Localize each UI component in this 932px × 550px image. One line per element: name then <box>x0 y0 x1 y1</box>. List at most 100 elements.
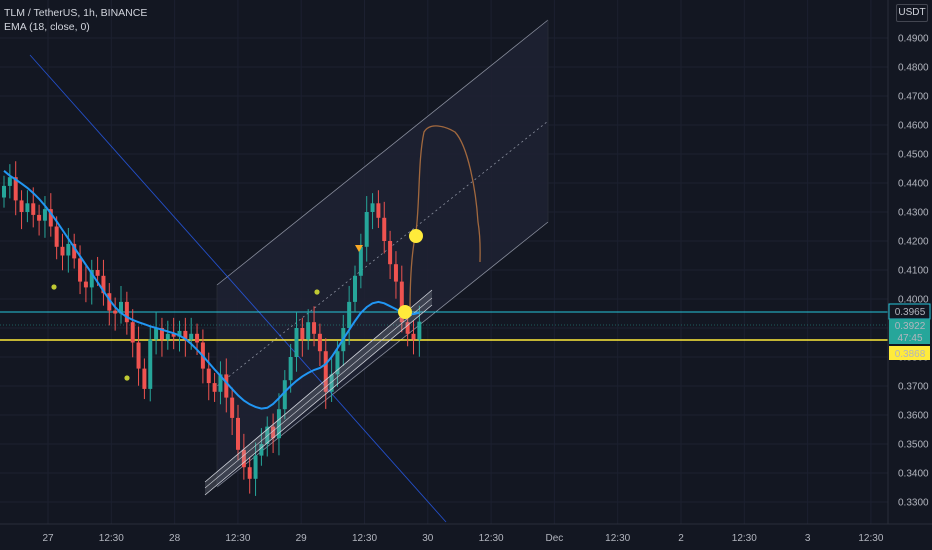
time-tick-label: 12:30 <box>99 533 124 544</box>
candle-body <box>230 397 235 418</box>
down-arrow-marker <box>355 245 363 252</box>
candle-body <box>306 322 311 340</box>
time-axis-panel[interactable] <box>0 524 932 550</box>
channel-upper-line[interactable] <box>216 19 549 286</box>
support-band-bottom <box>204 304 433 496</box>
ema-line[interactable] <box>3 170 420 410</box>
candle-body <box>13 177 18 201</box>
candle-body <box>7 177 12 186</box>
candle-body <box>60 246 65 256</box>
down-trendline[interactable] <box>29 54 447 523</box>
price-badges: 0.3965 0.3922 47:45 0.3868 <box>888 303 931 360</box>
candle-body <box>95 270 100 276</box>
candle-body <box>159 328 164 340</box>
candle-body <box>329 374 334 392</box>
candle-body <box>358 246 363 276</box>
candle-body <box>353 275 357 302</box>
candle-body <box>411 333 416 340</box>
chart-legend: TLM / TetherUS, 1h, BINANCE EMA (18, clo… <box>4 6 147 34</box>
signal-dot <box>51 284 57 290</box>
candle-body <box>417 321 422 340</box>
price-tick-label: 0.4300 <box>898 208 929 219</box>
badge-countdown-text: 47:45 <box>897 333 922 344</box>
candle-body <box>165 333 170 340</box>
candle-body <box>31 203 36 215</box>
candle-body <box>317 333 322 352</box>
price-tick-label: 0.3600 <box>898 411 929 422</box>
candle-body <box>236 417 240 450</box>
candle-body <box>101 275 106 294</box>
candle-body <box>113 310 118 314</box>
candle-body <box>72 243 77 259</box>
time-tick-label: 12:30 <box>858 533 883 544</box>
candle-body <box>393 264 398 282</box>
support-band[interactable] <box>204 289 433 496</box>
candle-body <box>83 281 88 288</box>
indicator-label[interactable]: EMA (18, close, 0) <box>4 21 90 33</box>
badge-lower-level <box>889 346 930 360</box>
time-axis-ticks: 27 12:30 28 12:30 29 12:30 30 12:30 Dec 12:30 2 12:… <box>42 533 883 544</box>
candle-body <box>276 409 281 439</box>
entry-marker-circle[interactable] <box>398 305 412 319</box>
candle-body <box>130 322 135 343</box>
currency-button[interactable]: USDT <box>896 4 928 22</box>
price-axis-panel[interactable] <box>888 0 932 524</box>
candle-body <box>370 203 375 212</box>
badge-upper-level-text: 0.3965 <box>895 307 926 318</box>
candle-body <box>124 301 129 323</box>
time-tick-label: Dec <box>546 533 564 544</box>
badge-last-price <box>889 319 930 344</box>
candle-body <box>364 212 369 247</box>
time-tick-label: 2 <box>678 533 684 544</box>
time-tick-label: 12:30 <box>732 533 757 544</box>
price-tick-label: 0.4900 <box>898 34 929 45</box>
candle-body <box>66 243 71 256</box>
candle-body <box>382 217 387 241</box>
regression-channel[interactable] <box>216 19 549 488</box>
price-tick-label: 0.4800 <box>898 63 929 74</box>
target-marker-circle[interactable] <box>409 229 423 243</box>
badge-last-price-text: 0.3922 <box>895 321 926 332</box>
time-tick-label: 12:30 <box>352 533 377 544</box>
candle-body <box>253 455 258 479</box>
candle-body <box>218 374 223 392</box>
candle-body <box>189 333 194 340</box>
candle-body <box>148 339 153 389</box>
candle-body <box>347 301 352 328</box>
candle-body <box>89 270 94 288</box>
support-band-top <box>204 289 433 483</box>
candle-body <box>206 368 211 384</box>
candle-body <box>19 200 24 212</box>
badge-lower-level-text: 0.3868 <box>895 349 926 360</box>
candle-body <box>25 203 30 212</box>
candle-body <box>241 449 246 468</box>
channel-lower-line[interactable] <box>216 221 549 488</box>
candle-body <box>323 351 328 392</box>
candle-body <box>271 426 276 439</box>
candle-body <box>183 330 188 340</box>
candle-body <box>282 380 287 410</box>
candle-body <box>177 330 182 337</box>
price-tick-label: 0.4100 <box>898 266 929 277</box>
symbol-title[interactable]: TLM / TetherUS, 1h, BINANCE <box>4 7 148 19</box>
candle-body <box>119 301 123 314</box>
time-tick-label: 29 <box>296 533 308 544</box>
channel-mid-line[interactable] <box>216 120 549 387</box>
price-tick-label: 0.4200 <box>898 237 929 248</box>
candle-body <box>78 258 83 282</box>
candle-body <box>195 333 200 343</box>
signal-dot <box>124 375 130 381</box>
candle-body <box>154 328 159 340</box>
price-tick-label: 0.3700 <box>898 382 929 393</box>
time-tick-label: 3 <box>805 533 811 544</box>
candle-body <box>288 357 293 381</box>
time-tick-label: 28 <box>169 533 181 544</box>
candle-body <box>212 383 217 392</box>
support-band-mid <box>204 297 433 489</box>
candle-body <box>42 209 47 221</box>
price-tick-label: 0.3400 <box>898 469 929 480</box>
price-tick-label: 0.3500 <box>898 440 929 451</box>
price-tick-label: 0.4400 <box>898 179 929 190</box>
candle-body <box>48 209 53 227</box>
